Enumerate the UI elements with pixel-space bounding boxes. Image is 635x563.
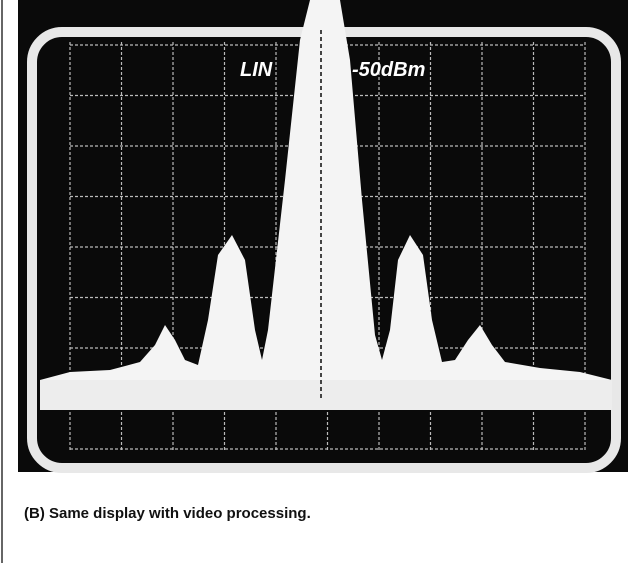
screen-label: LIN <box>240 59 273 81</box>
spectrum-trace <box>40 0 612 410</box>
screen-label: -50dBm <box>352 59 425 81</box>
noise-band <box>40 380 612 410</box>
caption: (B) Same display with video processing. <box>24 505 311 522</box>
